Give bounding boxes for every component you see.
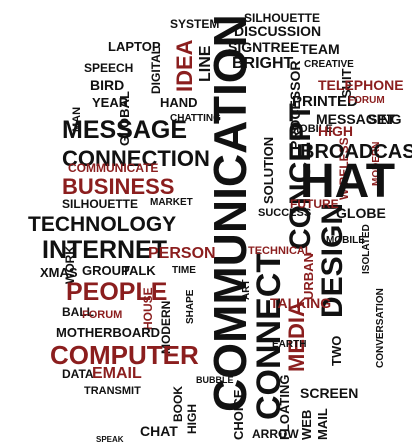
word-isolated: ISOLATED (361, 224, 372, 274)
word-market: MARKET (150, 197, 193, 208)
word-xmas: XMAS (40, 265, 78, 280)
word-chat: CHAT (140, 423, 178, 439)
word-printed: PRINTED (292, 93, 358, 110)
word-conversation: EARTH (272, 339, 307, 350)
word-business: BUSINESS (62, 174, 175, 199)
word-bird: BIRD (90, 77, 125, 93)
word-transmit: TRANSMIT (84, 385, 141, 397)
word-connection: CONNECTION (62, 146, 210, 171)
word-forum-2: FORUM (348, 95, 385, 106)
word-people: PEOPLE (66, 278, 168, 306)
word-book: BOOK (171, 386, 185, 422)
word-choice: CHOICE (231, 389, 246, 440)
word-idea: IDEA (172, 39, 197, 92)
word-high: HIGH (185, 404, 199, 434)
word-communicate: COMMUNICATE (68, 161, 159, 175)
word-computer: COMPUTER (50, 340, 199, 370)
word-speak: SPEAK (96, 435, 124, 444)
word-broadcast: BROADCAST (300, 141, 412, 163)
word-urban: URBAN (301, 253, 316, 300)
word-success: SUCCESS (258, 207, 312, 219)
word-sign: SIGN (228, 39, 263, 55)
word-mail: MAIL (315, 408, 330, 440)
word-silhouette-2: SILHOUETTE (244, 11, 321, 25)
word-ball: BALL (62, 305, 94, 319)
word-message: MESSAGE (62, 116, 188, 144)
word-screen: SCREEN (300, 385, 359, 401)
word-technology: TECHNOLOGY (28, 213, 177, 236)
word-motherboard: MOTHERBOARD (56, 325, 160, 340)
word-media: MEDIA (284, 301, 309, 372)
word-forum: FORUM (82, 309, 123, 321)
word-global: ART (241, 279, 252, 300)
word-hand: HAND (160, 95, 198, 110)
word-globe: GLOBE (336, 205, 386, 221)
word-person: PERSON (148, 245, 216, 262)
word-email: EMAIL (92, 365, 142, 382)
word-line: LINE (197, 45, 214, 82)
word-talking: TALKING (270, 295, 332, 311)
word-technical: TECHNICAL (248, 245, 312, 257)
word-discussion: DISCUSSION (234, 23, 322, 39)
word-chatting: CHATTING (170, 113, 221, 124)
word-hat: HAT (300, 155, 396, 208)
word-data: DATA (62, 367, 94, 381)
word-arrow: ARROW (252, 427, 299, 441)
word-telephone: TELEPHONE (318, 77, 404, 93)
word-team: TEAM (300, 41, 340, 57)
word-creative: CREATIVE (304, 59, 354, 70)
word-shape: SHAPE (185, 289, 196, 324)
word-talk: TALK (122, 263, 156, 278)
word-web: WEB (299, 409, 314, 440)
word-internet: INTERNET (42, 236, 167, 264)
word-year: YEAR (92, 95, 129, 110)
word-bright: BRIGHT (232, 55, 294, 72)
word-bubble: BUBBLE (196, 375, 234, 385)
word-silhouette: SILHOUETTE (62, 197, 139, 211)
word-group: GROUP (82, 263, 130, 278)
word-messaging: MESSAGING (316, 111, 402, 127)
word-mobile: MOBILE (326, 235, 365, 246)
word-two: TWO (329, 335, 344, 366)
word-solution: SOLUTION (261, 136, 276, 204)
word-laptop: LAPTOP (108, 39, 161, 54)
word-man: MOBILE (290, 123, 333, 135)
word-system: SYSTEM (170, 17, 220, 31)
word-speech: SPEECH (84, 61, 134, 75)
word-earth: CONVERSATION (375, 288, 386, 368)
word-set: SET (368, 111, 396, 127)
word-time: TIME (172, 265, 196, 276)
word-tree: TREE (262, 39, 300, 55)
word-future: FUTURE (290, 197, 339, 211)
word-high-2: HIGH (318, 123, 353, 139)
